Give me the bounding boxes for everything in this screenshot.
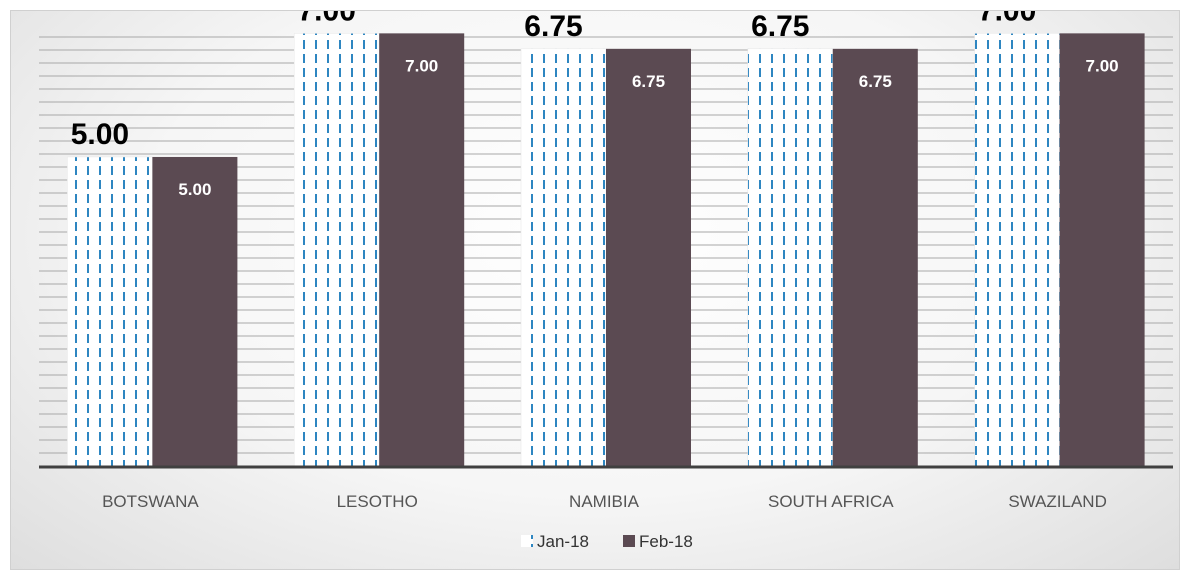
data-label-feb-18: 6.75	[632, 72, 665, 91]
bar-chart: BOTSWANA LESOTHO NAMIBIA SOUTH AFRICA SWAZIL…	[39, 11, 1173, 551]
x-tick-label: SWAZILAND	[1008, 492, 1107, 511]
bar-jan-18-south-africa	[747, 48, 834, 467]
x-axis: BOTSWANA LESOTHO NAMIBIA SOUTH AFRICA SWAZIL…	[39, 465, 1173, 511]
data-labels: 5.00 5.00 7.00 7.00 6.75 6.75 6.75 6.75 7.00 7.00	[71, 11, 1119, 199]
legend-item-feb-18: Feb-18	[623, 532, 693, 551]
bar-feb-18-lesotho	[379, 33, 465, 466]
bar-jan-18-swaziland	[974, 33, 1060, 467]
x-tick-label: LESOTHO	[337, 492, 418, 511]
x-tick-label: NAMIBIA	[569, 492, 640, 511]
data-label-jan-18: 6.75	[751, 11, 809, 43]
bars	[67, 33, 1145, 467]
bar-jan-18-lesotho	[293, 33, 380, 467]
legend-label: Jan-18	[537, 532, 589, 551]
data-label-feb-18: 6.75	[859, 72, 892, 91]
data-label-feb-18: 5.00	[178, 180, 211, 199]
bar-feb-18-namibia	[606, 48, 691, 466]
legend-swatch	[623, 535, 635, 547]
legend-item-jan-18: Jan-18	[521, 532, 589, 551]
legend-swatch	[521, 535, 533, 547]
data-label-jan-18: 6.75	[524, 11, 582, 43]
bar-feb-18-botswana	[152, 156, 238, 466]
bar-jan-18-botswana	[67, 156, 153, 467]
data-label-feb-18: 7.00	[1086, 56, 1119, 75]
data-label-feb-18: 7.00	[405, 56, 438, 75]
x-tick-label: SOUTH AFRICA	[768, 492, 894, 511]
data-label-jan-18: 5.00	[71, 118, 129, 151]
data-label-jan-18: 7.00	[978, 11, 1036, 27]
bar-feb-18-south-africa	[832, 48, 918, 466]
legend-label: Feb-18	[639, 532, 693, 551]
x-tick-label: BOTSWANA	[102, 492, 199, 511]
bar-jan-18-namibia	[520, 48, 607, 467]
bar-feb-18-swaziland	[1059, 33, 1145, 466]
legend: Jan-18 Feb-18	[521, 532, 693, 551]
chart-area: BOTSWANA LESOTHO NAMIBIA SOUTH AFRICA SWAZIL…	[10, 10, 1180, 570]
data-label-jan-18: 7.00	[298, 11, 356, 27]
